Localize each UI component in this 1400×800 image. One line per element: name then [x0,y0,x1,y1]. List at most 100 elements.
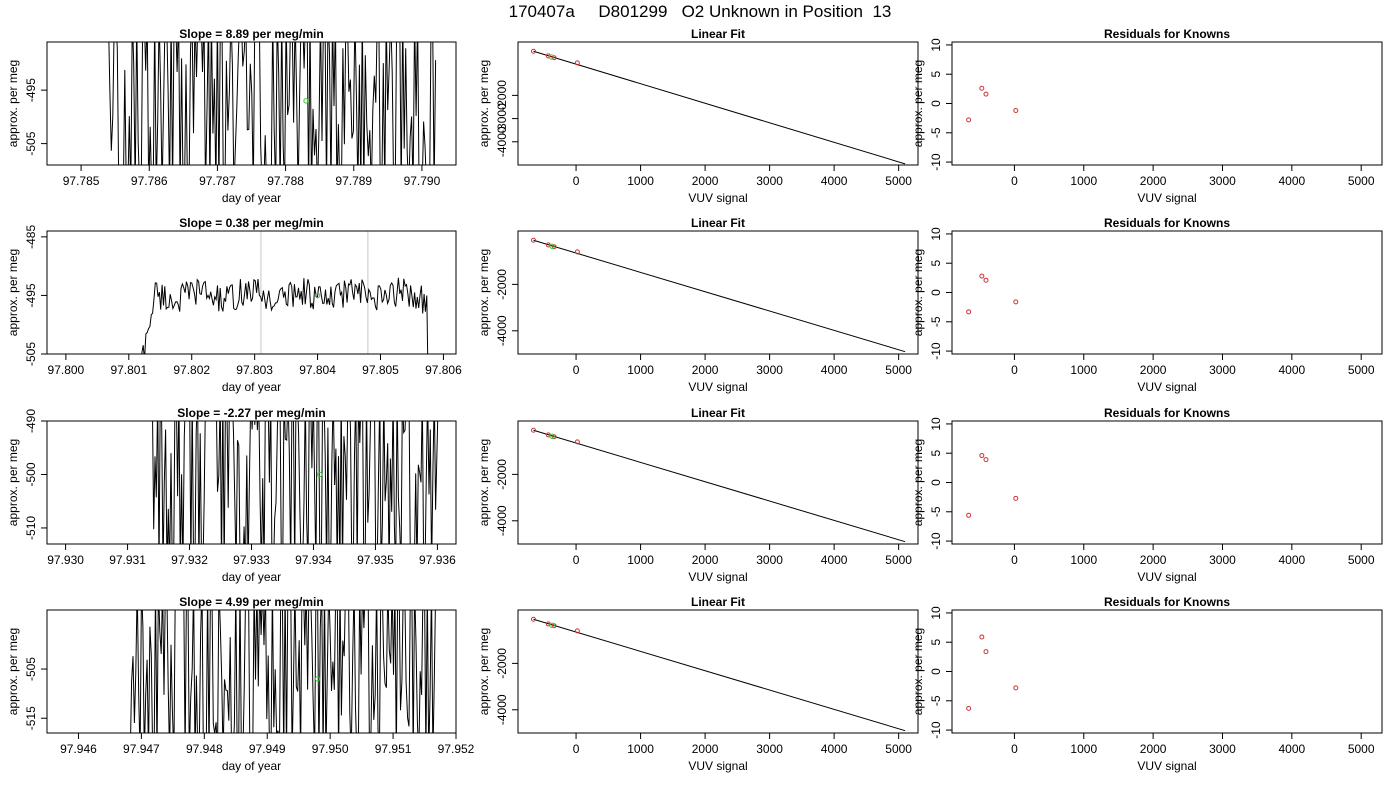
x-axis-label: VUV signal [688,380,747,394]
known-point [574,439,580,445]
plot-frame [517,420,919,545]
x-tick-label: 4000 [1278,553,1305,567]
x-tick-label: 97.946 [60,742,97,756]
y-tick-label: 10 [929,606,943,620]
figure-title: 170407a D801299 O2 Unknown in Position 1… [508,2,892,21]
x-tick-label: 1000 [1070,174,1097,188]
x-tick-label: 4000 [821,553,848,567]
y-tick-label: -2000 [495,269,509,300]
plot-frame [46,41,457,166]
plot-frame [46,420,457,545]
unknown-point [314,292,321,299]
x-axis-label: VUV signal [688,191,747,205]
y-tick-label: 5 [929,450,943,457]
x-tick-label: 4000 [821,742,848,756]
panel-title: Linear Fit [691,595,745,609]
y-tick-label: -4000 [495,126,509,157]
x-tick-label: 0 [573,553,580,567]
x-tick-label: 97.932 [171,553,208,567]
plot-area [152,421,439,544]
x-tick-label: 3000 [756,553,783,567]
y-tick-label: -4000 [495,315,509,346]
x-tick-label: 97.931 [109,553,146,567]
plot-area [530,427,906,543]
y-tick-label: -515 [24,706,38,730]
x-tick-label: 97.801 [110,363,147,377]
plot-area [966,85,1019,123]
residual-point [966,117,972,123]
x-tick-label: 97.806 [425,363,462,377]
plot-frame [46,609,457,734]
known-point [530,616,536,622]
x-tick-label: 5000 [1348,742,1375,756]
fit-line [533,239,906,353]
y-axis-label: approx. per meg [911,249,925,336]
y-tick-label: -5 [929,127,943,138]
plot-area [108,42,437,165]
known-point [574,60,580,66]
panel-r1-c1: Slope = 8.89 per meg/min 97.785 97.786 97.7… [6,27,457,205]
x-axis-label: VUV signal [688,759,747,773]
known-point [530,237,536,243]
data-series-line [152,421,439,544]
panel-r4-c1: Slope = 4.99 per meg/min 97.946 97.947 97.9… [6,595,475,773]
x-tick-label: 2000 [692,553,719,567]
x-axis-label: VUV signal [1137,380,1196,394]
residual-point [983,277,989,283]
y-tick-label: -5 [929,506,943,517]
known-point [574,628,580,634]
x-tick-label: 97.951 [375,742,412,756]
x-tick-label: 97.934 [295,553,332,567]
panel-title: Residuals for Knowns [1104,595,1230,609]
y-tick-label: -505 [24,342,38,366]
plot-area [966,273,1019,315]
x-tick-label: 3000 [756,174,783,188]
known-point [574,249,580,255]
data-series-line [130,610,436,733]
x-tick-label: 3000 [1209,742,1236,756]
y-tick-label: -3000 [495,103,509,134]
x-tick-label: 2000 [1140,553,1167,567]
y-tick-label: 10 [929,417,943,431]
y-tick-label: -500 [24,462,38,486]
y-tick-label: -485 [24,225,38,249]
panel-title: Linear Fit [691,406,745,420]
residual-point [983,457,989,463]
x-tick-label: 0 [1011,742,1018,756]
residual-point [1013,685,1019,691]
plot-frame [517,609,919,734]
y-tick-label: 0 [929,100,943,107]
x-axis-label: VUV signal [1137,570,1196,584]
x-tick-label: 97.804 [299,363,336,377]
x-tick-label: 2000 [1140,363,1167,377]
residual-point [983,91,989,97]
x-tick-label: 97.786 [131,174,168,188]
x-tick-label: 5000 [885,742,912,756]
data-series-line [141,277,429,354]
y-axis-label: approx. per meg [477,439,491,526]
y-tick-label: -10 [929,153,943,171]
x-tick-label: 97.948 [186,742,223,756]
x-tick-label: 4000 [1278,363,1305,377]
x-tick-label: 5000 [885,553,912,567]
y-tick-label: -505 [24,657,38,681]
panel-r4-c2: Linear Fit 0 1000 2000 3000 4000 5000 -2000 -400… [477,595,919,773]
x-tick-label: 0 [1011,363,1018,377]
plot-area [966,634,1019,711]
panel-r2-c2: Linear Fit 0 1000 2000 3000 4000 5000 -2000 -400… [477,216,919,394]
x-tick-label: 97.933 [233,553,270,567]
fit-line [533,50,906,165]
residual-point [979,634,985,640]
y-tick-label: -4000 [495,694,509,725]
x-axis-label: day of year [222,759,281,773]
x-tick-label: 1000 [627,553,654,567]
x-tick-label: 97.936 [419,553,456,567]
y-tick-label: -510 [24,516,38,540]
y-axis-label: approx. per meg [477,249,491,336]
x-tick-label: 2000 [692,742,719,756]
x-tick-label: 1000 [1070,553,1097,567]
y-tick-label: -495 [24,78,38,102]
y-tick-label: -505 [24,131,38,155]
y-tick-label: -10 [929,532,943,550]
